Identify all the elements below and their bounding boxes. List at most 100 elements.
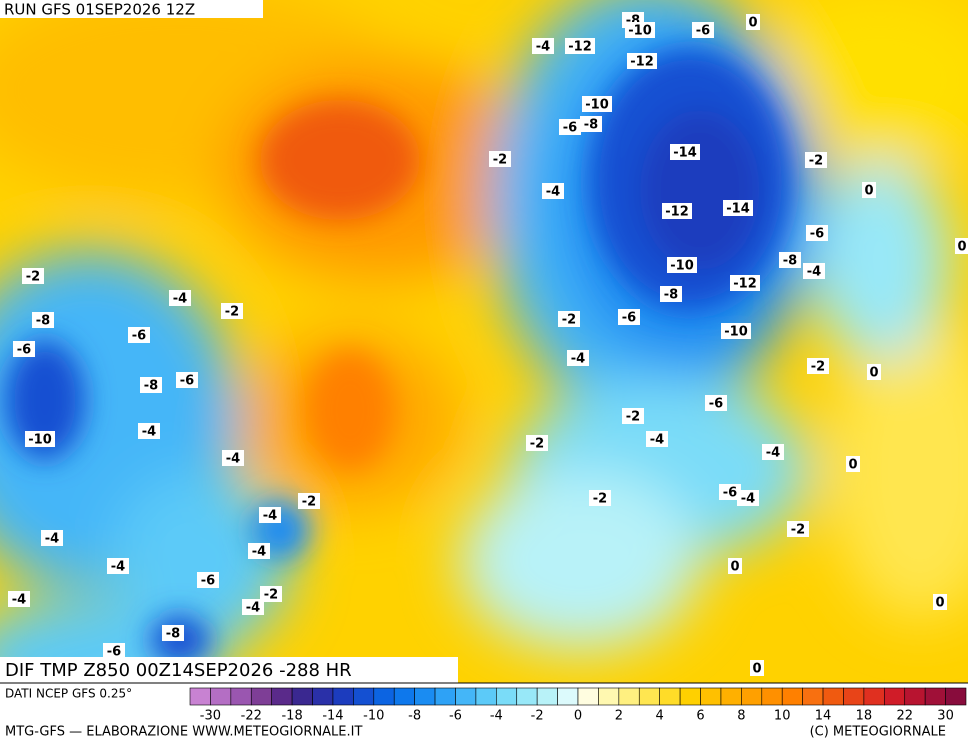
contour-label: -4 bbox=[807, 265, 821, 280]
contour-label: -4 bbox=[111, 560, 125, 575]
contour-label: -2 bbox=[811, 360, 825, 375]
colorbar-swatch bbox=[638, 687, 660, 706]
colorbar-tick-label: -18 bbox=[281, 709, 302, 724]
contour-label: -8 bbox=[144, 379, 158, 394]
contour-label: 0 bbox=[864, 184, 873, 199]
contour-label: -4 bbox=[546, 185, 560, 200]
label-box bbox=[803, 263, 825, 279]
label-box bbox=[723, 200, 753, 216]
credit-right: (C) METEOGIORNALE bbox=[810, 725, 946, 740]
label-box bbox=[169, 290, 191, 306]
label-box bbox=[719, 484, 741, 500]
contour-label: -4 bbox=[142, 425, 156, 440]
contour-label: -6 bbox=[201, 574, 215, 589]
label-box bbox=[197, 572, 219, 588]
contour-label: -4 bbox=[252, 545, 266, 560]
credit-left: MTG-GFS — ELABORAZIONE WWW.METEOGIORNALE… bbox=[5, 725, 362, 740]
colorbar-tick-label: -6 bbox=[449, 709, 462, 724]
label-box bbox=[846, 456, 860, 472]
label-box bbox=[867, 364, 881, 380]
label-box bbox=[248, 543, 270, 559]
contour-label: -10 bbox=[28, 433, 52, 448]
contour-label: 0 bbox=[848, 458, 857, 473]
label-box bbox=[532, 38, 554, 54]
colorbar-tick-label: -10 bbox=[363, 709, 384, 724]
label-box bbox=[750, 660, 764, 676]
colorbar-tick-label: -2 bbox=[531, 709, 544, 724]
colorbar-swatch bbox=[659, 687, 681, 706]
label-box bbox=[128, 327, 150, 343]
label-box bbox=[8, 591, 30, 607]
colorbar-swatch bbox=[598, 687, 620, 706]
contour-label: -8 bbox=[783, 254, 797, 269]
colorbar-swatch bbox=[618, 687, 640, 706]
colorbar-tick-label: 22 bbox=[896, 709, 913, 724]
colorbar-swatch bbox=[414, 687, 436, 706]
label-box bbox=[728, 558, 742, 574]
colorbar-swatch bbox=[720, 687, 742, 706]
contour-label: -12 bbox=[733, 277, 757, 292]
contour-label: -4 bbox=[741, 492, 755, 507]
colorbar-swatch bbox=[802, 687, 824, 706]
label-box bbox=[140, 377, 162, 393]
label-box bbox=[242, 599, 264, 615]
label-box bbox=[162, 625, 184, 641]
colorbar-tick-label: 2 bbox=[615, 709, 623, 724]
contour-label: -14 bbox=[673, 146, 697, 161]
contour-label: -2 bbox=[593, 492, 607, 507]
colorbar-tick-label: -4 bbox=[490, 709, 503, 724]
label-box bbox=[622, 408, 644, 424]
label-box bbox=[625, 22, 655, 38]
contour-label: -10 bbox=[628, 24, 652, 39]
colorbar-swatch bbox=[332, 687, 354, 706]
label-box bbox=[787, 521, 809, 537]
colorbar-swatch bbox=[373, 687, 395, 706]
colorbar-swatch bbox=[516, 687, 538, 706]
colorbar-swatch bbox=[353, 687, 375, 706]
colorbar-swatch bbox=[700, 687, 722, 706]
label-box bbox=[589, 490, 611, 506]
label-box bbox=[670, 144, 700, 160]
label-box bbox=[805, 152, 827, 168]
label-box bbox=[25, 431, 55, 447]
contour-label: -6 bbox=[709, 397, 723, 412]
label-box bbox=[746, 14, 760, 30]
colorbar-tick-label: 0 bbox=[574, 709, 582, 724]
colorbar-tick-label: 8 bbox=[737, 709, 745, 724]
contour-label: -6 bbox=[810, 227, 824, 242]
colorbar-tick-label: -14 bbox=[322, 709, 343, 724]
label-box bbox=[41, 530, 63, 546]
colorbar-tick-label: 14 bbox=[815, 709, 832, 724]
label-box bbox=[667, 257, 697, 273]
contour-labels: -8 -10 -6 0 -4 -12 -12 -10 -6 -8 -14 -2 -2 -4 0 -12 -14 -… bbox=[8, 12, 968, 677]
label-box bbox=[807, 358, 829, 374]
colorbar-swatch bbox=[884, 687, 906, 706]
colorbar-swatch bbox=[924, 687, 946, 706]
contour-label: -12 bbox=[630, 55, 654, 70]
run-label: RUN GFS 01SEP2026 12Z bbox=[4, 1, 195, 19]
label-box bbox=[662, 203, 692, 219]
contour-label: -6 bbox=[723, 486, 737, 501]
contour-label: -6 bbox=[132, 329, 146, 344]
contour-label: 0 bbox=[730, 560, 739, 575]
colorbar-tick-label: 4 bbox=[656, 709, 664, 724]
colorbar-swatch bbox=[843, 687, 865, 706]
label-box bbox=[176, 372, 198, 388]
colorbar-swatch bbox=[822, 687, 844, 706]
colorbar-tick-label: 10 bbox=[774, 709, 791, 724]
label-box bbox=[779, 252, 801, 268]
label-box bbox=[13, 341, 35, 357]
contour-label: -4 bbox=[571, 352, 585, 367]
label-box bbox=[806, 225, 828, 241]
label-box bbox=[526, 435, 548, 451]
label-box bbox=[618, 309, 640, 325]
label-box bbox=[730, 275, 760, 291]
label-box bbox=[222, 450, 244, 466]
field-label: DIF TMP Z850 00Z14SEP2026 -288 HR bbox=[5, 660, 352, 681]
colorbar-swatch bbox=[434, 687, 456, 706]
contour-label: -2 bbox=[791, 523, 805, 538]
colorbar-swatch bbox=[863, 687, 885, 706]
label-box bbox=[32, 312, 54, 328]
contour-label: 0 bbox=[752, 662, 761, 677]
contour-label: -6 bbox=[17, 343, 31, 358]
